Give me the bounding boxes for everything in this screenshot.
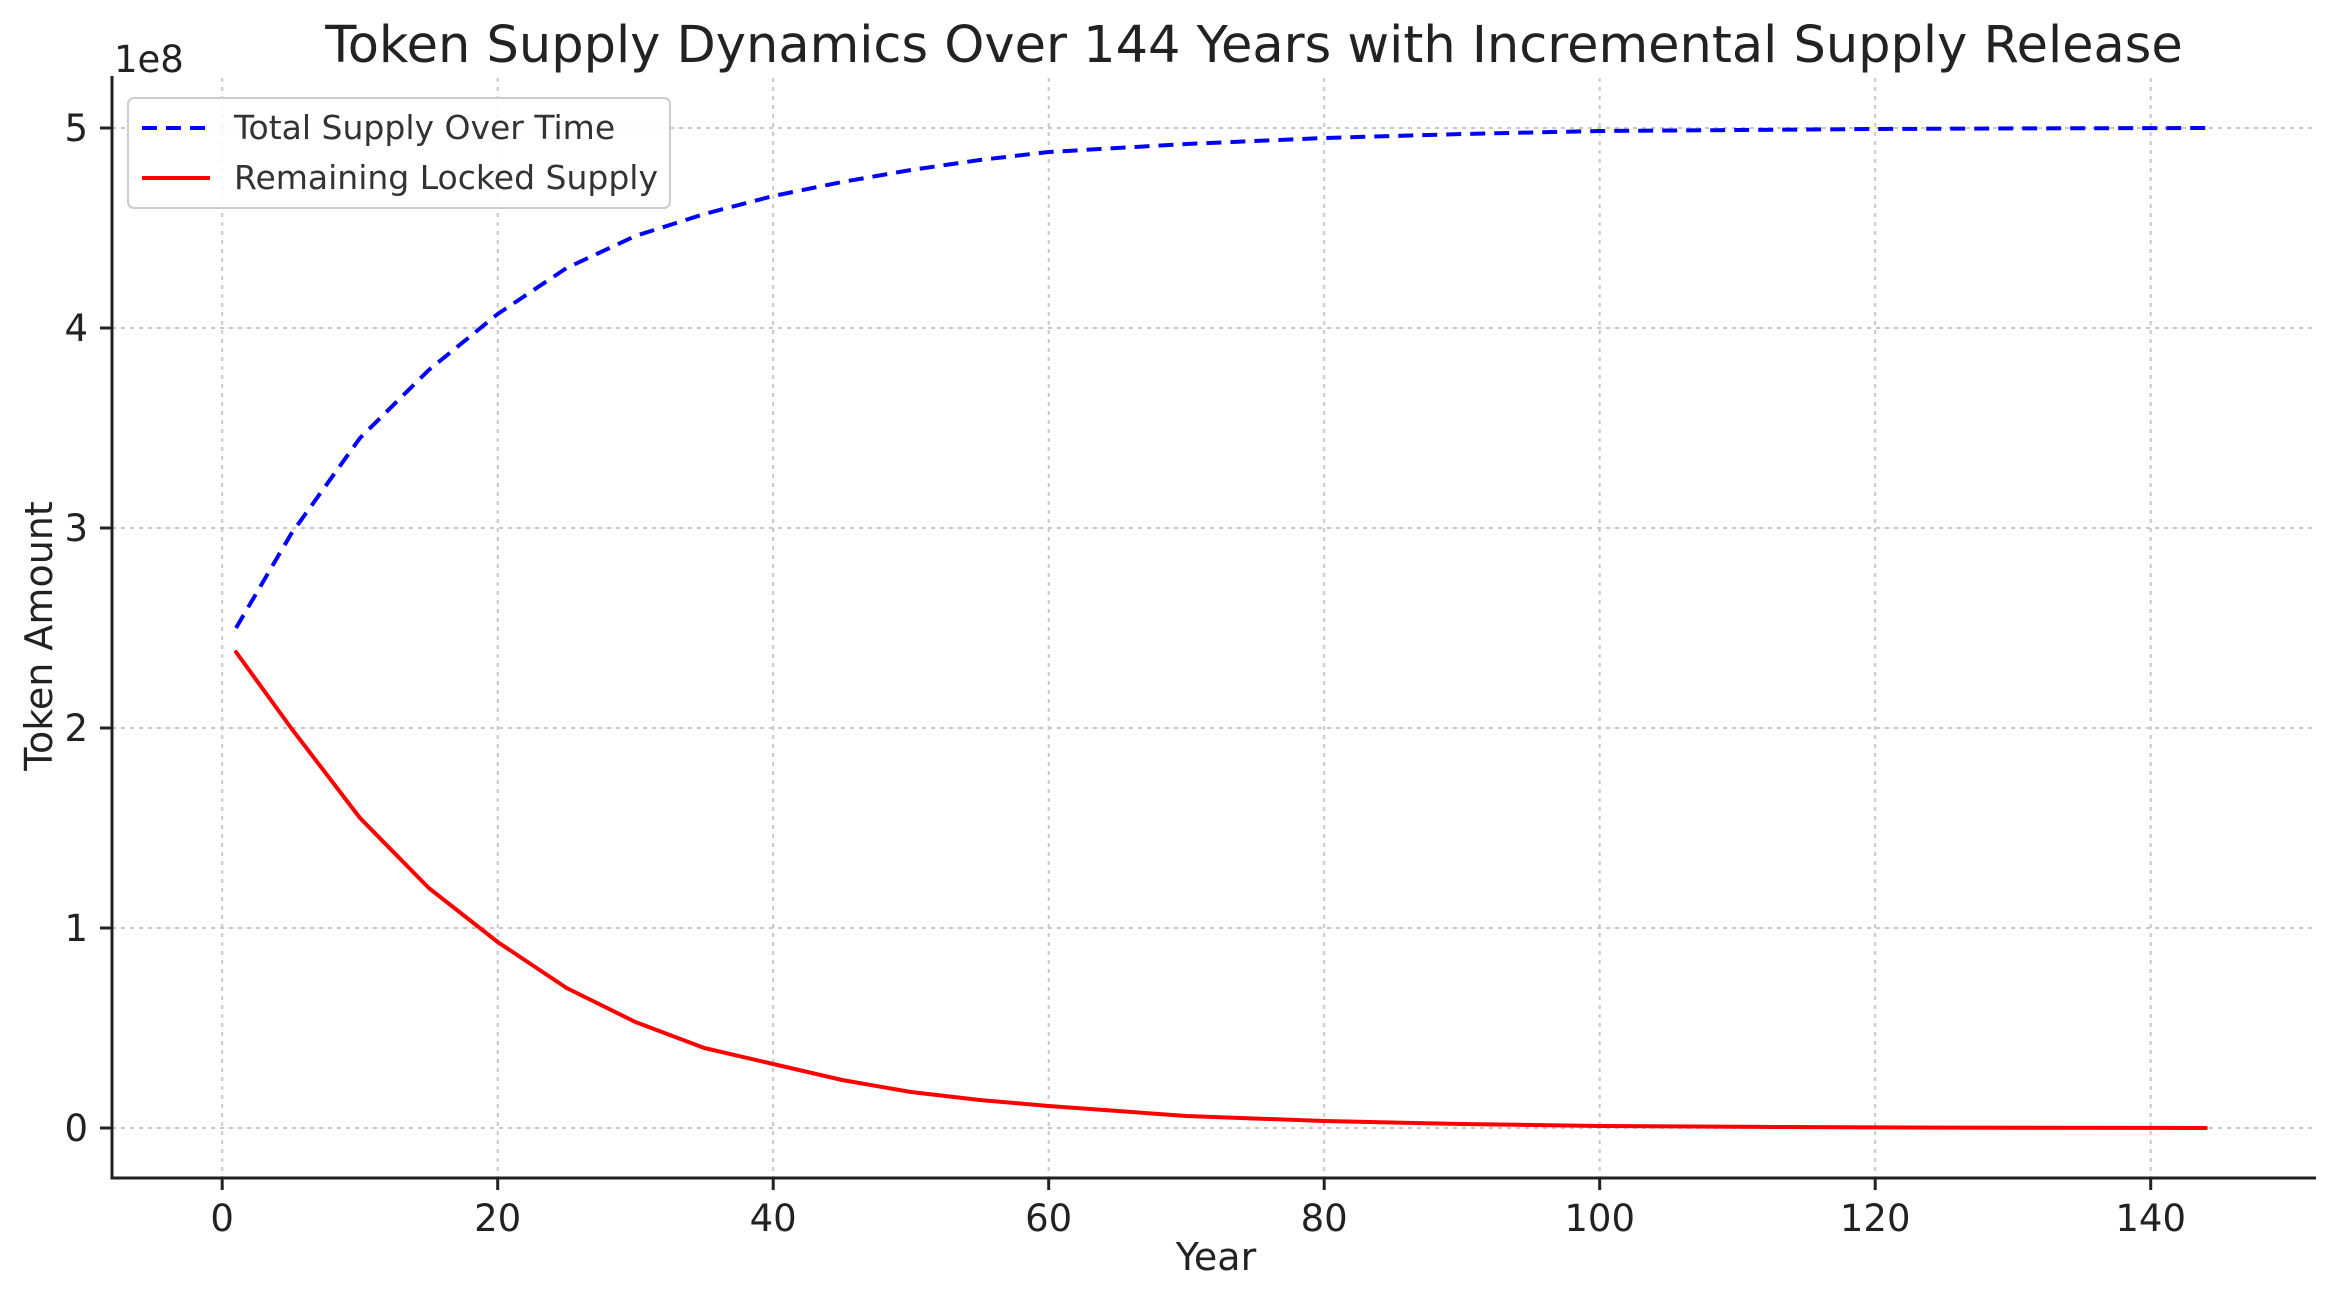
y-tick-label-5: 5: [64, 107, 88, 150]
tick-labels: 0 20 40 60 80 100 120 140 0 1 2 3 4 5: [64, 107, 2186, 1240]
x-tick-label-20: 20: [474, 1197, 521, 1240]
x-tick-label-40: 40: [750, 1197, 797, 1240]
legend-label-remaining-locked-supply: Remaining Locked Supply: [234, 158, 658, 197]
series-line-total-supply-over-time: [234, 126, 2206, 630]
axes: [100, 76, 2316, 1190]
x-tick-label-120: 120: [1840, 1197, 1911, 1240]
x-tick-label-140: 140: [2115, 1197, 2186, 1240]
grid-lines: [112, 78, 2316, 1178]
legend-box: [127, 97, 671, 209]
legend-label-total-supply: Total Supply Over Time: [233, 108, 615, 147]
series-lines: [234, 126, 2208, 1130]
y-axis-title: Token Amount: [17, 501, 61, 772]
y-tick-label-0: 0: [64, 1107, 88, 1150]
y-axis-offset-label: 1e8: [114, 38, 184, 81]
chart-title: Token Supply Dynamics Over 144 Years wit…: [324, 16, 2183, 75]
x-tick-label-60: 60: [1025, 1197, 1072, 1240]
y-tick-label-3: 3: [64, 507, 88, 550]
x-tick-label-0: 0: [210, 1197, 234, 1240]
x-tick-label-80: 80: [1301, 1197, 1348, 1240]
series-line-remaining-locked-supply: [234, 650, 2208, 1130]
x-axis-title: Year: [1175, 1235, 1257, 1279]
legend: Total Supply Over Time Remaining Locked …: [127, 97, 671, 209]
x-tick-label-100: 100: [1564, 1197, 1635, 1240]
y-tick-label-4: 4: [64, 307, 88, 350]
y-tick-label-1: 1: [64, 907, 88, 950]
y-tick-label-2: 2: [64, 707, 88, 750]
